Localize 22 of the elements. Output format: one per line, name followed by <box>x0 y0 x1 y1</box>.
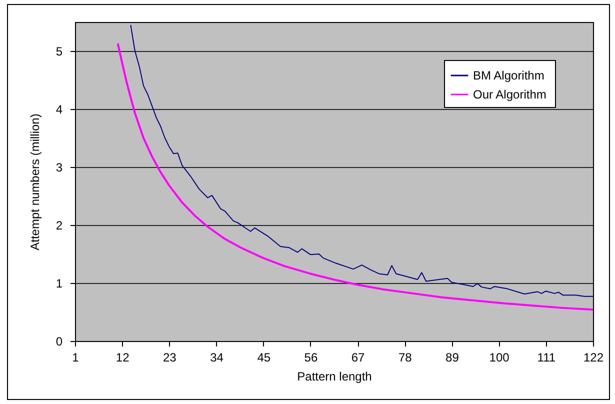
legend-label: Our Algorithm <box>473 88 546 102</box>
x-tick-label: 1 <box>72 350 80 364</box>
x-tick-label: 56 <box>304 350 318 364</box>
x-tick-label: 23 <box>163 350 177 364</box>
x-tick-label: 111 <box>537 350 556 364</box>
x-tick-label: 78 <box>398 350 412 364</box>
x-axis-title: Pattern length <box>297 370 372 384</box>
y-tick-label: 2 <box>56 218 63 232</box>
y-tick-label: 4 <box>56 102 63 116</box>
x-tick-label: 34 <box>210 350 224 364</box>
x-tick-label: 89 <box>446 350 460 364</box>
x-tick-label: 122 <box>583 350 604 364</box>
y-axis-title: Attempt numbers (million) <box>28 114 42 250</box>
y-tick-label: 3 <box>56 160 63 174</box>
x-tick-label: 67 <box>351 350 366 364</box>
x-tick-label: 45 <box>257 350 271 364</box>
x-tick-label: 12 <box>116 350 130 364</box>
x-tick-label: 100 <box>489 350 510 364</box>
y-tick-label: 5 <box>56 44 63 58</box>
y-tick-label: 1 <box>56 276 63 290</box>
y-tick-label: 0 <box>56 334 63 348</box>
legend-label: BM Algorithm <box>473 68 544 82</box>
